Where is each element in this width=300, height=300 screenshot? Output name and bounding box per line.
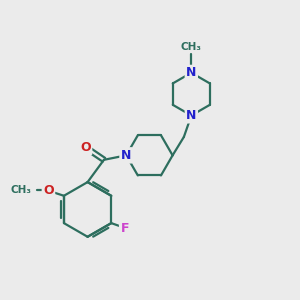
Text: N: N: [121, 149, 131, 162]
Text: O: O: [43, 184, 54, 197]
Text: F: F: [120, 222, 129, 235]
Text: O: O: [80, 141, 91, 154]
Text: CH₃: CH₃: [11, 185, 32, 195]
Text: CH₃: CH₃: [181, 42, 202, 52]
Text: N: N: [186, 109, 196, 122]
Text: N: N: [186, 66, 196, 79]
Text: N: N: [121, 149, 131, 162]
